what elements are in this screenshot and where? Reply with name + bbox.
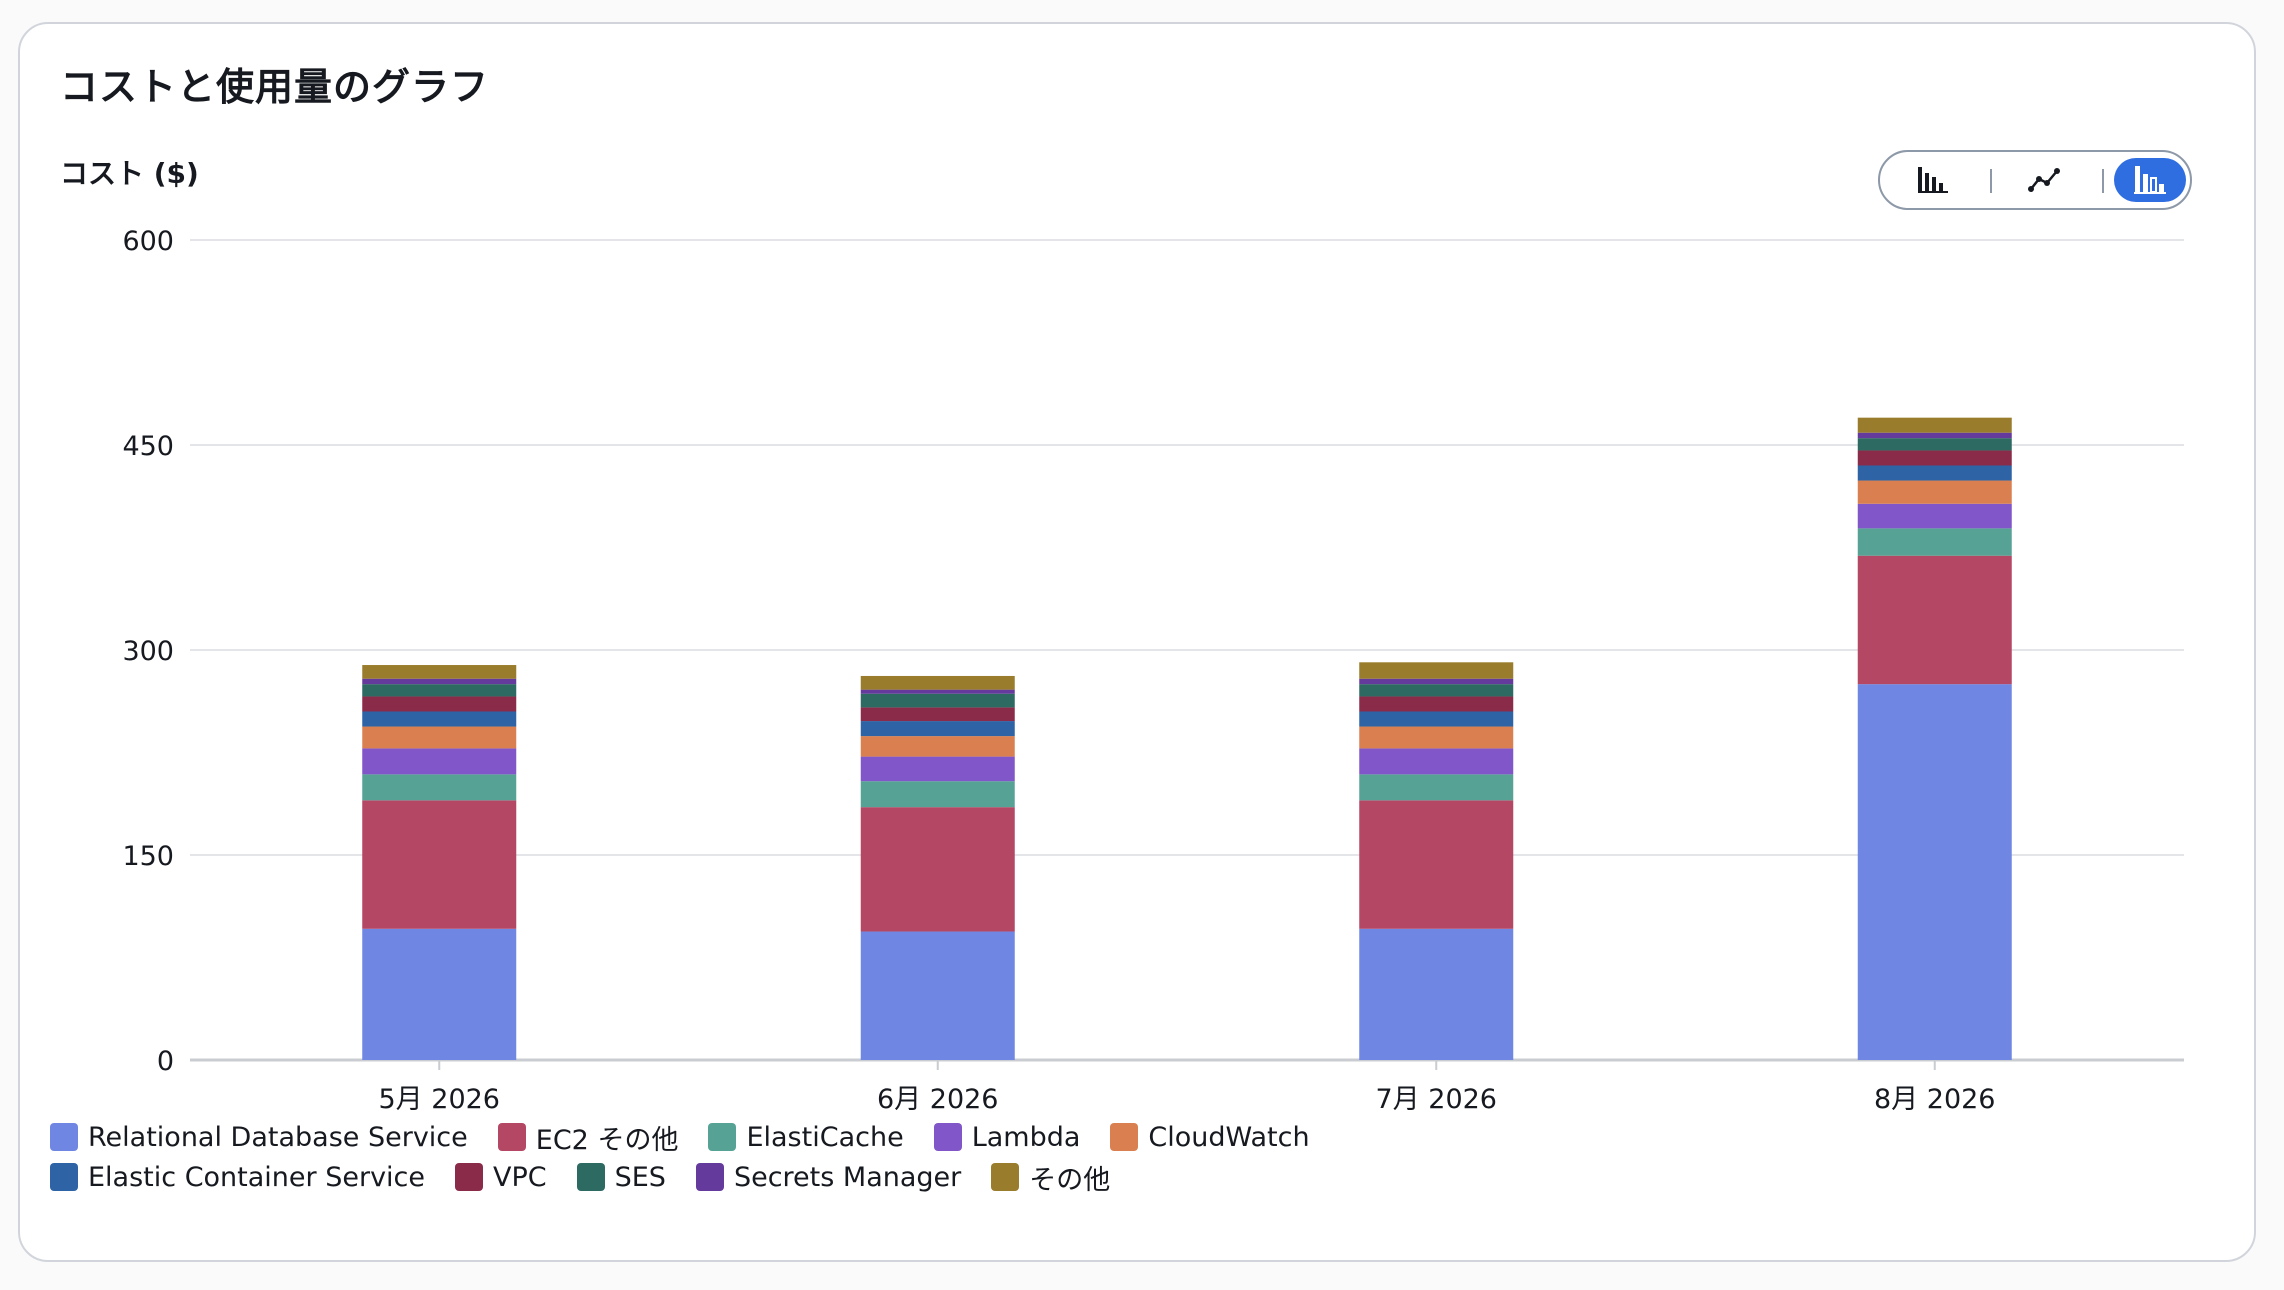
bar-segment: [1857, 555, 2012, 685]
bar-segment: [362, 711, 517, 727]
legend-label: Lambda: [971, 1121, 1081, 1153]
bar-segment: [1359, 678, 1514, 685]
chart-legend: Relational Database Service EC2 その他 Elasti…: [50, 1120, 1700, 1196]
bar-segment: [1359, 662, 1514, 679]
bar-segment: [1857, 465, 2012, 481]
legend-swatch: [455, 1163, 483, 1191]
bar-segment: [362, 928, 517, 1060]
legend-item[interactable]: Lambda: [933, 1120, 1081, 1154]
legend-item[interactable]: EC2 その他: [497, 1120, 679, 1156]
bar-segment: [362, 774, 517, 801]
bar-segment: [362, 665, 517, 679]
legend-swatch: [695, 1163, 724, 1191]
legend-swatch: [497, 1123, 526, 1151]
legend-item[interactable]: VPC: [455, 1160, 547, 1194]
bar-segment: [860, 675, 1015, 690]
bar-segment: [860, 721, 1015, 737]
bar-segment: [362, 696, 517, 712]
bar-chart-icon: [1918, 167, 1948, 193]
legend-label: Secrets Manager: [733, 1161, 962, 1193]
bar-segment: [1857, 684, 2012, 1060]
bar-segment: [1359, 696, 1514, 712]
stacked-bar-chart-button[interactable]: [2114, 158, 2186, 202]
bar-segment: [1359, 748, 1514, 775]
legend-swatch: [50, 1123, 78, 1151]
line-chart-button[interactable]: [2012, 158, 2078, 202]
bar-segment: [860, 693, 1015, 708]
x-tick-label: 5月 2026: [379, 1084, 500, 1115]
bar-segment: [1857, 503, 2012, 529]
bar-segment: [1857, 438, 2012, 451]
bar-segment: [1359, 928, 1514, 1060]
legend-label: その他: [1029, 1164, 1111, 1196]
legend-item[interactable]: ElastiCache: [708, 1120, 904, 1154]
bar-segment: [1359, 774, 1514, 801]
legend-label: CloudWatch: [1148, 1121, 1310, 1153]
x-tick-label: 8月 2026: [1874, 1084, 1995, 1115]
bar-segment: [362, 726, 517, 749]
legend-item[interactable]: Elastic Container Service: [50, 1160, 425, 1194]
bar-segment: [860, 807, 1015, 932]
legend-swatch: [50, 1163, 78, 1191]
bar-segment: [860, 707, 1015, 722]
bar-segment: [1359, 711, 1514, 727]
bar-segment: [860, 756, 1015, 782]
bar-segment: [362, 748, 517, 775]
legend-label: SES: [614, 1161, 666, 1193]
bar-segment: [860, 689, 1015, 694]
bar-segment: [362, 800, 517, 929]
bar-segment: [1359, 684, 1514, 697]
bar-segment: [1857, 480, 2012, 504]
legend-item[interactable]: Relational Database Service: [50, 1120, 468, 1154]
bar-segment: [860, 781, 1015, 808]
bar-segment: [1857, 417, 2012, 433]
legend-item[interactable]: CloudWatch: [1110, 1120, 1310, 1154]
bar-segment: [362, 684, 517, 697]
y-axis-label: コスト ($): [60, 157, 199, 190]
bar-segment: [1359, 800, 1514, 929]
bar-segment: [1857, 528, 2012, 556]
legend-label: Elastic Container Service: [88, 1161, 425, 1193]
legend-item[interactable]: SES: [576, 1160, 666, 1194]
y-tick-label: 600: [122, 226, 174, 257]
legend-item[interactable]: その他: [991, 1160, 1111, 1196]
legend-swatch: [1110, 1123, 1139, 1151]
legend-item[interactable]: Secrets Manager: [695, 1160, 962, 1194]
y-tick-label: 0: [157, 1046, 174, 1077]
bar-segment: [860, 736, 1015, 757]
legend-swatch: [576, 1163, 605, 1191]
legend-label: EC2 その他: [535, 1124, 679, 1156]
x-tick-label: 6月 2026: [877, 1084, 998, 1115]
legend-swatch: [933, 1123, 962, 1151]
chart-type-toggle: [1878, 150, 2192, 210]
bar-segment: [1857, 450, 2012, 466]
stacked-bar-chart-icon: [2134, 166, 2166, 194]
y-tick-label: 150: [122, 841, 174, 872]
y-tick-label: 450: [122, 431, 174, 462]
x-tick-label: 7月 2026: [1376, 1084, 1497, 1115]
legend-label: ElastiCache: [746, 1121, 904, 1153]
bar-chart-button[interactable]: [1902, 158, 1964, 202]
bar-segment: [1359, 726, 1514, 749]
legend-label: Relational Database Service: [88, 1121, 468, 1153]
bar-segment: [1857, 432, 2012, 439]
page-title: コストと使用量のグラフ: [60, 65, 490, 109]
line-chart-icon: [2028, 168, 2060, 192]
legend-label: VPC: [493, 1161, 547, 1193]
legend-swatch: [708, 1123, 737, 1151]
y-tick-label: 300: [122, 636, 174, 667]
bar-segment: [860, 931, 1015, 1060]
bar-segment: [362, 678, 517, 685]
legend-swatch: [991, 1163, 1020, 1191]
